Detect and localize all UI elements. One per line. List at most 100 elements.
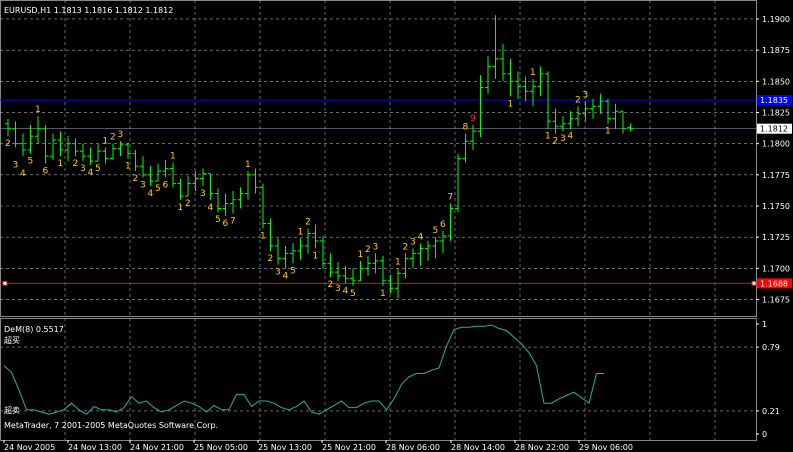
price-bar <box>215 188 221 213</box>
sequence-count: 1 <box>35 105 41 115</box>
current-price-label: 1.1812 <box>760 125 788 134</box>
price-bar <box>185 176 191 197</box>
price-bar <box>72 138 79 157</box>
support-handle-right[interactable] <box>751 280 757 286</box>
sequence-count: 5 <box>433 226 439 236</box>
price-bar <box>170 162 176 188</box>
sequence-count: 3 <box>200 189 206 199</box>
support-price-label: 1.1688 <box>760 279 788 288</box>
price-bar <box>350 268 356 286</box>
sequence-count: 2 <box>268 254 274 264</box>
time-tick-label: 28 Nov 22:00 <box>515 443 569 452</box>
price-bar <box>20 133 26 157</box>
sequence-count: 1 <box>530 68 536 78</box>
price-bar <box>155 163 161 182</box>
price-bar <box>200 168 206 187</box>
price-bar <box>567 111 574 129</box>
indicator-tick-label: 1 <box>762 320 767 329</box>
price-bar <box>335 262 341 281</box>
price-bar <box>12 121 19 148</box>
price-bar <box>365 255 371 276</box>
price-bar <box>117 141 124 157</box>
sequence-count: 2 <box>73 159 79 169</box>
sequence-count: 5 <box>95 164 101 174</box>
sequence-count: 7 <box>448 193 454 203</box>
price-tick-label: 1.1850 <box>762 77 790 86</box>
sequence-count: 1 <box>508 99 514 109</box>
sequence-count: 1 <box>170 151 176 161</box>
sequence-count: 4 <box>20 169 26 179</box>
price-bar <box>620 110 626 134</box>
price-tick-label: 1.1750 <box>762 202 790 211</box>
price-bar <box>537 66 544 97</box>
sequence-count: 2 <box>575 95 581 105</box>
sequence-count: 4 <box>208 203 214 213</box>
support-price-label-bg <box>757 278 792 289</box>
price-bar <box>245 171 251 200</box>
price-axis: 1.1900 1.1875 1.1850 1.1825 1.1800 1.1775 1.17… <box>756 15 792 305</box>
time-tick-label: 25 Nov 13:00 <box>258 443 312 452</box>
indicator-tick-label: 0.79 <box>762 343 780 352</box>
main-frame <box>0 0 757 317</box>
sequence-count: 2 <box>110 133 116 143</box>
sequence-count: 5 <box>350 289 356 299</box>
price-bar <box>507 58 514 97</box>
oversold-label: 超卖 <box>4 405 20 415</box>
price-bar <box>597 93 604 114</box>
price-bar <box>575 106 581 127</box>
price-bar <box>387 274 394 294</box>
price-bar <box>627 123 634 132</box>
price-bar <box>492 15 499 79</box>
price-bar <box>530 78 536 107</box>
price-bar <box>5 118 11 137</box>
price-bar <box>477 75 484 138</box>
price-bar <box>425 240 431 261</box>
price-bar <box>402 253 409 279</box>
sequence-count: 5 <box>290 266 296 276</box>
price-bar <box>87 147 94 165</box>
resistance-price-label: 1.1835 <box>760 96 788 105</box>
price-bar <box>545 71 551 129</box>
price-bar <box>297 238 304 260</box>
price-bar <box>95 143 101 162</box>
support-handle-left[interactable] <box>2 280 8 286</box>
price-bar <box>207 173 214 200</box>
price-tick-label: 1.1675 <box>762 296 790 305</box>
price-bar <box>27 124 34 154</box>
price-bar <box>410 248 416 269</box>
sequence-count: 2 <box>305 217 311 227</box>
price-bar <box>162 159 169 178</box>
sequence-count: 1 <box>313 251 319 261</box>
price-bar <box>432 237 439 259</box>
price-bar <box>522 76 529 102</box>
price-bar <box>35 116 41 144</box>
price-bar <box>237 187 244 209</box>
sequence-count: 6 <box>43 167 49 177</box>
price-bar <box>50 133 56 160</box>
price-bars <box>5 15 634 299</box>
price-tick-label: 1.1875 <box>762 46 790 55</box>
price-bar <box>290 243 296 264</box>
time-tick-label: 24 Nov 21:00 <box>130 443 184 452</box>
sequence-count: 5 <box>215 215 221 225</box>
price-tick-label: 1.1700 <box>762 264 790 273</box>
indicator-title: DeM(8) 0.5517 <box>4 325 64 334</box>
time-tick-label: 29 Nov 06:00 <box>579 443 633 452</box>
copyright-text: MetaTrader, 7 2001-2005 MetaQuotes Softw… <box>4 421 218 430</box>
sequence-count: 1 <box>260 231 266 241</box>
price-bar <box>125 142 131 159</box>
price-bar <box>380 255 386 286</box>
sequence-count: 3 <box>275 268 281 278</box>
price-bar <box>140 156 146 178</box>
price-bar <box>485 56 491 94</box>
sequence-count: 3 <box>13 160 19 170</box>
sequence-count: 4 <box>418 232 424 242</box>
price-tick-label: 1.1900 <box>762 15 790 24</box>
price-bar <box>80 143 86 162</box>
price-bar <box>282 245 289 269</box>
sequence-count: 3 <box>118 130 124 140</box>
sequence-count: 4 <box>568 132 574 142</box>
price-bar <box>605 98 611 124</box>
time-tick-label: 24 Nov 13:00 <box>68 443 122 452</box>
